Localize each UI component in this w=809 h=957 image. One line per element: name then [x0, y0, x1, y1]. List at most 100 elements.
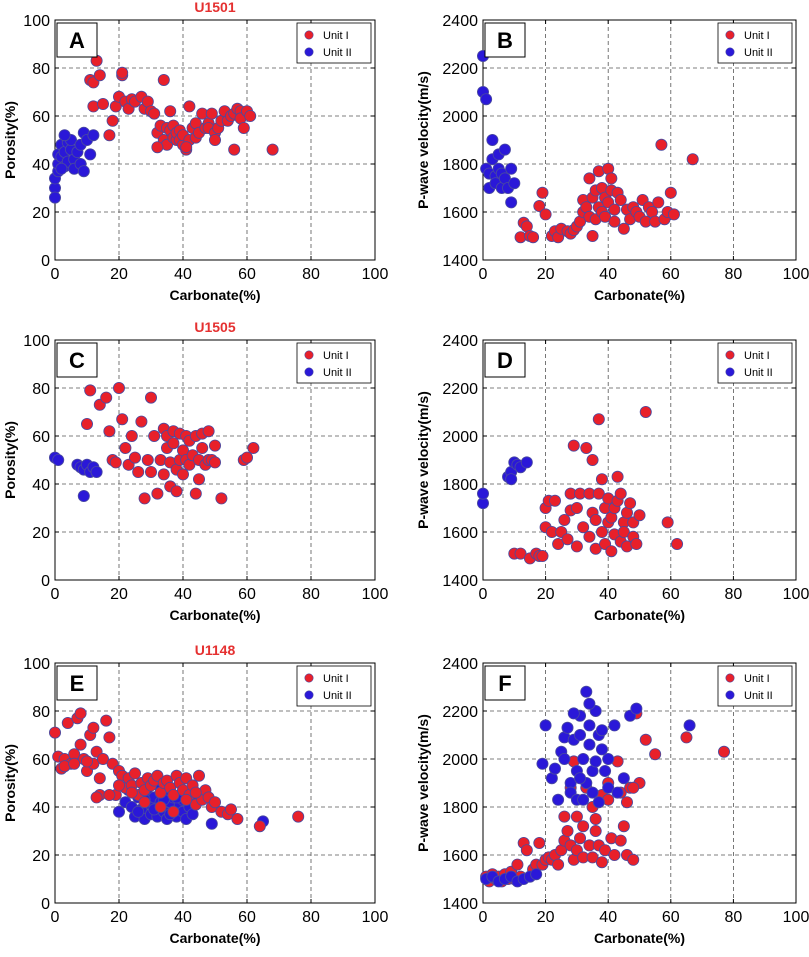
data-point-unit-i: [205, 107, 218, 120]
data-point-unit-i: [680, 731, 693, 744]
data-point-unit-i: [100, 391, 113, 404]
x-tick-label: 60: [662, 586, 680, 603]
data-point-unit-ii: [77, 165, 90, 178]
data-point-unit-ii: [55, 162, 68, 175]
data-point-unit-ii: [205, 817, 218, 830]
y-tick-label: 2400: [442, 333, 478, 350]
data-point-unit-i: [533, 199, 546, 212]
x-tick-label: 40: [599, 909, 617, 926]
x-tick-label: 0: [479, 586, 488, 603]
data-point-unit-i: [93, 69, 106, 82]
legend: Unit I Unit II: [717, 22, 793, 64]
data-point-unit-i: [561, 533, 574, 546]
x-tick-label: 60: [238, 266, 256, 283]
data-point-unit-ii: [530, 868, 543, 881]
x-tick-label: 20: [537, 586, 555, 603]
x-tick-label: 40: [174, 586, 192, 603]
y-tick-label: 100: [23, 656, 50, 673]
data-point-unit-ii: [574, 729, 587, 742]
x-tick-label: 80: [725, 586, 743, 603]
panel-e: 0 20 40 60 80 100 0 20 40 60 80 100 Carbonate(%) Poro…: [2, 642, 388, 946]
data-point-unit-i: [570, 501, 583, 514]
x-tick-label: 60: [662, 909, 680, 926]
data-point-unit-i: [595, 526, 608, 539]
data-point-unit-i: [125, 786, 138, 799]
x-axis-label: Carbonate(%): [594, 607, 685, 623]
panel-label-box: [484, 342, 526, 378]
panel-label-box: [56, 342, 98, 378]
data-point-unit-i: [595, 856, 608, 869]
data-point-unit-ii: [505, 196, 518, 209]
y-tick-label: 2000: [442, 752, 478, 769]
data-point-unit-i: [154, 801, 167, 814]
y-tick-label: 0: [41, 253, 50, 270]
data-point-unit-i: [170, 485, 183, 498]
data-point-unit-i: [167, 437, 180, 450]
data-point-unit-i: [558, 514, 571, 527]
legend-marker-unit-i: [304, 350, 314, 360]
legend-marker-unit-i: [304, 30, 314, 40]
y-tick-label: 1400: [442, 573, 478, 590]
data-point-unit-i: [215, 492, 228, 505]
data-point-unit-i: [586, 453, 599, 466]
y-tick-label: 20: [32, 205, 50, 222]
data-point-unit-ii: [583, 719, 596, 732]
y-tick-label: 2200: [442, 61, 478, 78]
y-tick-label: 1600: [442, 848, 478, 865]
panel-label: E: [70, 671, 85, 696]
data-point-unit-i: [74, 738, 87, 751]
data-point-unit-ii: [49, 191, 62, 204]
data-point-unit-ii: [608, 719, 621, 732]
x-tick-label: 100: [783, 909, 809, 926]
legend-marker-unit-ii: [304, 47, 314, 57]
x-tick-label: 0: [479, 909, 488, 926]
legend: Unit I Unit II: [296, 665, 372, 707]
data-point-unit-i: [144, 465, 157, 478]
data-point-unit-i: [100, 714, 113, 727]
panel-label-box: [484, 22, 526, 58]
data-point-unit-i: [652, 196, 665, 209]
data-point-unit-i: [208, 133, 221, 146]
data-point-unit-i: [97, 753, 110, 766]
data-point-unit-i: [192, 769, 205, 782]
data-point-unit-i: [113, 779, 126, 792]
x-tick-label: 80: [302, 909, 320, 926]
data-point-unit-i: [103, 731, 116, 744]
legend: Unit I Unit II: [717, 342, 793, 384]
x-tick-label: 100: [783, 586, 809, 603]
x-tick-label: 80: [302, 586, 320, 603]
data-point-unit-i: [141, 453, 154, 466]
y-axis-label: P-wave velocity(m/s): [415, 391, 431, 529]
x-axis-label: Carbonate(%): [169, 287, 260, 303]
x-axis-label: Carbonate(%): [169, 930, 260, 946]
data-point-unit-i: [231, 813, 244, 826]
site-title: U1501: [194, 0, 235, 15]
data-point-unit-i: [552, 858, 565, 871]
panel-d: 0 20 40 60 80 100 1400 1600 1800 2000 2200 2400 Carb…: [415, 333, 809, 623]
data-point-unit-i: [164, 105, 177, 118]
data-point-unit-i: [667, 208, 680, 221]
data-point-unit-ii: [630, 702, 643, 715]
y-axis-label: Porosity(%): [2, 744, 18, 822]
data-point-unit-i: [138, 796, 151, 809]
data-point-unit-i: [664, 186, 677, 199]
data-point-unit-i: [138, 492, 151, 505]
y-tick-label: 60: [32, 752, 50, 769]
data-point-unit-ii: [592, 796, 605, 809]
data-point-unit-i: [81, 755, 94, 768]
data-point-unit-ii: [574, 772, 587, 785]
x-tick-label: 80: [302, 266, 320, 283]
legend-label: Unit II: [323, 690, 352, 702]
data-point-unit-i: [627, 781, 640, 794]
data-point-unit-i: [605, 172, 618, 185]
x-tick-label: 100: [783, 266, 809, 283]
data-point-unit-ii: [87, 129, 100, 142]
plot-frame: [54, 19, 376, 261]
x-tick-label: 40: [599, 586, 617, 603]
y-tick-label: 2200: [442, 704, 478, 721]
data-point-unit-i: [614, 487, 627, 500]
data-point-unit-i: [718, 745, 731, 758]
data-point-unit-i: [589, 813, 602, 826]
data-point-unit-i: [639, 405, 652, 418]
data-point-unit-i: [266, 143, 279, 156]
